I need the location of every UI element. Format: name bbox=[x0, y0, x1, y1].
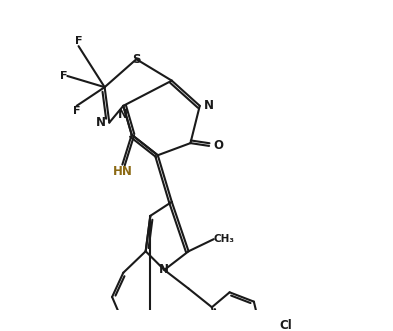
Text: S: S bbox=[132, 53, 141, 66]
Text: O: O bbox=[214, 139, 224, 152]
Text: N: N bbox=[95, 116, 105, 129]
Text: F: F bbox=[75, 36, 82, 46]
Text: CH₃: CH₃ bbox=[214, 234, 235, 244]
Text: N: N bbox=[204, 99, 214, 112]
Text: N: N bbox=[118, 108, 128, 121]
Text: HN: HN bbox=[112, 165, 132, 177]
Text: Cl: Cl bbox=[279, 319, 292, 331]
Text: F: F bbox=[73, 106, 81, 116]
Text: N: N bbox=[159, 263, 169, 276]
Text: F: F bbox=[60, 71, 67, 81]
